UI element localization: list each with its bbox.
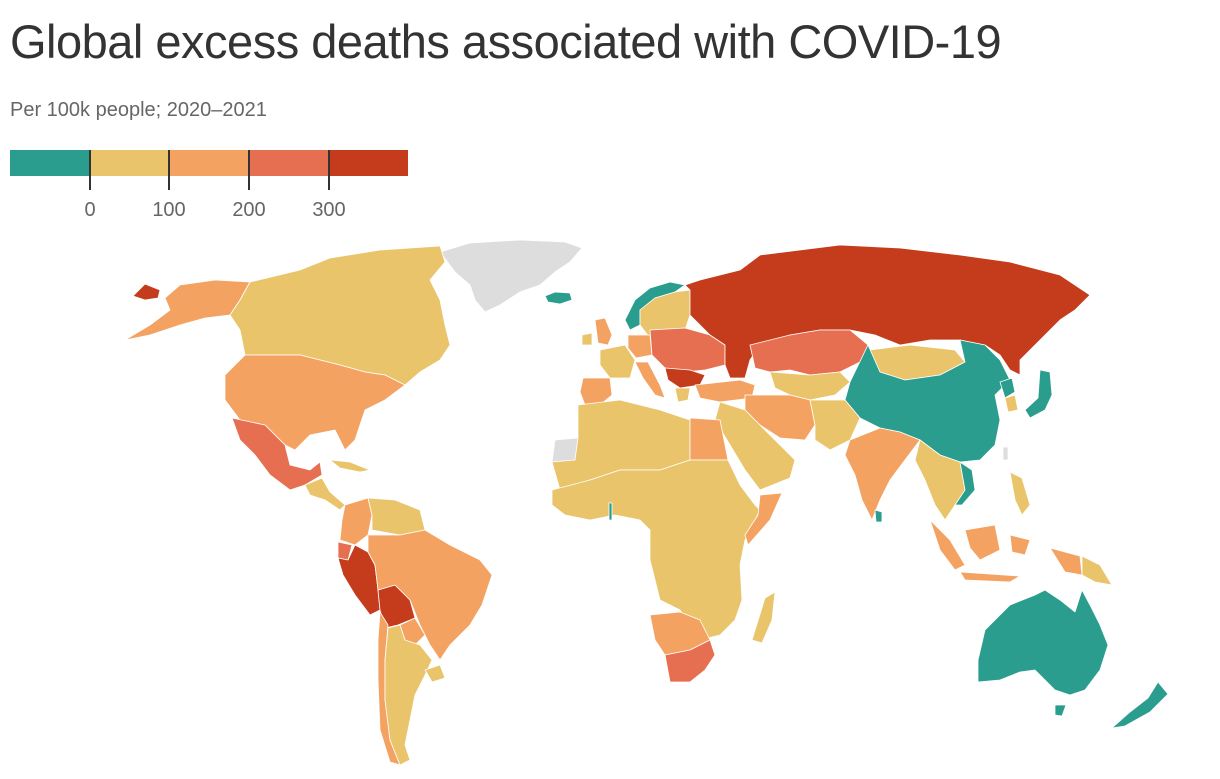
region-papua-new-guinea[interactable] [1081,555,1113,586]
region-brazil[interactable] [367,529,493,661]
region-argentina[interactable] [384,624,433,766]
region-canada[interactable] [229,245,451,386]
legend-tick [248,150,250,190]
region-sri-lanka[interactable] [874,509,883,523]
region-south-korea[interactable] [1004,394,1019,413]
legend-tick-label: 100 [152,199,186,221]
region-taiwan[interactable] [1002,446,1009,461]
region-western-sahara[interactable] [551,437,579,463]
region-afghanistan-pakistan[interactable] [809,399,861,451]
region-sub-saharan-africa[interactable] [551,459,761,641]
region-cuba[interactable] [329,459,371,473]
region-madagascar[interactable] [751,591,776,644]
subtitle: Per 100k people; 2020–2021 [10,99,267,121]
region-arabia[interactable] [714,401,796,491]
legend-tick [328,150,330,190]
region-mexico[interactable] [231,417,323,491]
region-spain-portugal[interactable] [579,377,613,406]
legend-tick [89,150,91,190]
legend-tick-label: 200 [232,199,266,221]
color-legend: 0 100 200 300 [10,150,408,230]
region-philippines[interactable] [1009,471,1031,516]
region-new-zealand[interactable] [1111,681,1169,729]
legend-swatch-0-100 [90,150,169,176]
legend-swatch-100-200 [169,150,249,176]
region-venezuela[interactable] [367,497,426,536]
region-southeast-asia[interactable] [914,439,966,521]
region-italy[interactable] [634,361,666,399]
region-greenland[interactable] [439,239,583,313]
region-germany[interactable] [627,334,653,359]
region-somalia[interactable] [744,492,783,546]
region-north-korea[interactable] [999,377,1016,399]
page-title: Global excess deaths associated with COV… [10,15,1002,68]
region-eastern-europe[interactable] [649,327,726,373]
legend-tick-label: 0 [84,199,96,221]
legend-tick [168,150,170,190]
legend-bar [10,150,408,176]
region-vietnam[interactable] [954,461,976,506]
region-united-kingdom[interactable] [594,317,613,346]
region-colombia[interactable] [339,497,373,546]
legend-swatch-below-0 [10,150,90,176]
region-kazakhstan[interactable] [749,329,869,376]
region-greece[interactable] [674,387,691,403]
region-central-asia[interactable] [769,371,851,401]
region-togo[interactable] [608,502,613,521]
region-russia[interactable] [684,244,1091,379]
region-uruguay[interactable] [424,664,446,683]
region-australia[interactable] [977,589,1109,696]
legend-swatch-200-300 [249,150,329,176]
region-india[interactable] [844,427,921,521]
region-central-america[interactable] [304,477,346,511]
world-map [0,235,1220,774]
region-japan[interactable] [1024,369,1053,419]
region-indonesia[interactable] [929,519,1083,583]
region-south-africa[interactable] [664,639,716,683]
legend-tick-label: 300 [312,199,346,221]
region-iceland[interactable] [544,291,573,305]
legend-swatch-above-300 [329,150,408,176]
region-chukotka[interactable] [132,283,161,301]
region-tasmania[interactable] [1054,704,1067,717]
region-ireland[interactable] [581,332,593,346]
region-france[interactable] [599,344,636,379]
